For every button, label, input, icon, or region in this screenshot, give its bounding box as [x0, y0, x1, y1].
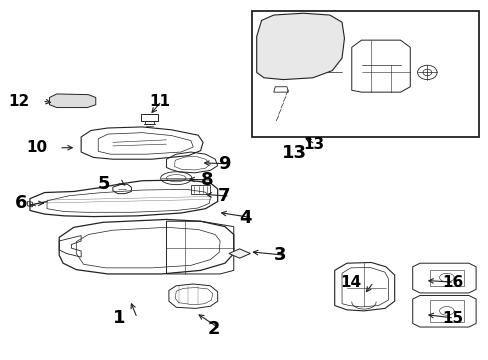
Text: 15: 15 — [441, 311, 462, 325]
Text: 10: 10 — [26, 140, 47, 155]
Text: 4: 4 — [239, 209, 252, 227]
Polygon shape — [49, 94, 96, 108]
Text: 2: 2 — [207, 320, 220, 338]
Text: 13: 13 — [282, 144, 306, 162]
Bar — [251, 12, 478, 137]
Text: 8: 8 — [200, 171, 213, 189]
Text: 11: 11 — [149, 94, 170, 109]
Text: 1: 1 — [112, 309, 125, 327]
Text: 9: 9 — [217, 155, 230, 173]
Polygon shape — [256, 13, 344, 80]
Text: 6: 6 — [15, 194, 27, 212]
Polygon shape — [228, 249, 250, 258]
Text: 13: 13 — [303, 137, 324, 152]
Text: 16: 16 — [441, 275, 462, 290]
Text: 12: 12 — [9, 94, 30, 109]
Text: 5: 5 — [98, 175, 110, 193]
Text: 3: 3 — [273, 246, 285, 264]
Text: 14: 14 — [340, 275, 361, 290]
Text: 7: 7 — [217, 187, 230, 205]
